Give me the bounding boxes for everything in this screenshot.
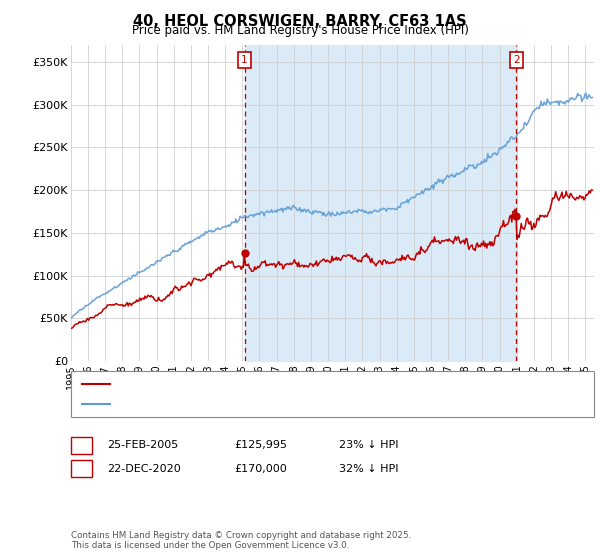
Text: 25-FEB-2005: 25-FEB-2005 [107,440,178,450]
Text: 32% ↓ HPI: 32% ↓ HPI [339,464,398,474]
Text: 1: 1 [241,55,248,65]
Text: 2: 2 [78,464,85,474]
Text: 22-DEC-2020: 22-DEC-2020 [107,464,181,474]
Text: 2: 2 [513,55,520,65]
Text: £170,000: £170,000 [234,464,287,474]
Text: 1: 1 [78,440,85,450]
Text: £125,995: £125,995 [234,440,287,450]
Text: 23% ↓ HPI: 23% ↓ HPI [339,440,398,450]
Text: 40, HEOL CORSWIGEN, BARRY, CF63 1AS (semi-detached house): 40, HEOL CORSWIGEN, BARRY, CF63 1AS (sem… [118,379,455,389]
Text: HPI: Average price, semi-detached house, Vale of Glamorgan: HPI: Average price, semi-detached house,… [118,399,436,409]
Text: Price paid vs. HM Land Registry's House Price Index (HPI): Price paid vs. HM Land Registry's House … [131,24,469,37]
Text: Contains HM Land Registry data © Crown copyright and database right 2025.
This d: Contains HM Land Registry data © Crown c… [71,530,411,550]
Text: 40, HEOL CORSWIGEN, BARRY, CF63 1AS: 40, HEOL CORSWIGEN, BARRY, CF63 1AS [133,14,467,29]
